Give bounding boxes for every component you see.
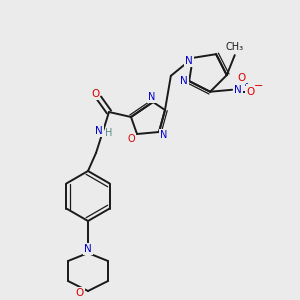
Text: O: O [246, 87, 254, 97]
Text: N: N [234, 85, 242, 95]
Text: +: + [241, 79, 248, 88]
Text: O: O [76, 288, 84, 298]
Text: N: N [180, 76, 188, 86]
Text: N: N [95, 126, 103, 136]
Text: N: N [84, 244, 92, 254]
Text: O: O [127, 134, 135, 144]
Text: N: N [148, 92, 156, 102]
Text: −: − [254, 81, 263, 91]
Text: O: O [91, 89, 99, 99]
Text: H: H [105, 128, 113, 138]
Text: N: N [185, 56, 193, 66]
Text: N: N [160, 130, 168, 140]
Text: CH₃: CH₃ [226, 42, 244, 52]
Text: O: O [237, 73, 245, 83]
